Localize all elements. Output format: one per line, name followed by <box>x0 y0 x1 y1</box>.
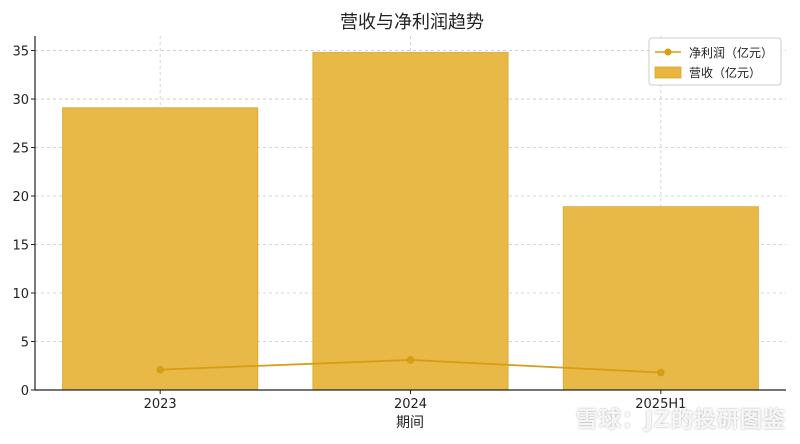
y-tick-label: 10 <box>12 287 29 302</box>
y-tick-label: 35 <box>12 45 29 60</box>
y-tick-label: 5 <box>21 336 29 351</box>
axes: 0 5 10 15 20 25 30 35 2023 2024 2025H1 <box>12 36 786 412</box>
y-tick-label: 25 <box>12 142 29 157</box>
legend-line-marker <box>664 48 672 56</box>
chart-title: 营收与净利润趋势 <box>340 12 484 33</box>
line-point <box>156 365 164 374</box>
bar <box>312 52 509 391</box>
bar <box>562 206 759 391</box>
legend-bar-swatch <box>654 66 682 79</box>
y-tick-label: 20 <box>12 190 29 205</box>
x-tick-label: 2023 <box>144 397 177 412</box>
x-tick-label: 2024 <box>394 397 427 412</box>
y-tick-label: 15 <box>12 239 29 254</box>
bar <box>62 107 259 391</box>
bar-series <box>62 52 759 391</box>
legend-label-revenue: 营收（亿元） <box>689 65 761 80</box>
watermark-text: 雪球：JZ的投研图鉴 <box>575 408 786 433</box>
line-point <box>406 356 415 364</box>
legend-label-net-profit: 净利润（亿元） <box>689 45 773 60</box>
y-tick-label: 0 <box>21 384 29 399</box>
x-tick-label: 2025H1 <box>635 397 686 412</box>
watermark: 雪球：JZ的投研图鉴 <box>546 402 786 434</box>
line-point <box>657 368 665 377</box>
xueqiu-logo-icon <box>546 412 572 430</box>
y-tick-label: 30 <box>12 93 29 108</box>
line-series <box>156 356 665 377</box>
x-axis-label: 期间 <box>396 415 424 431</box>
legend-box <box>648 37 782 86</box>
legend: 净利润（亿元） 营收（亿元） <box>648 37 782 86</box>
